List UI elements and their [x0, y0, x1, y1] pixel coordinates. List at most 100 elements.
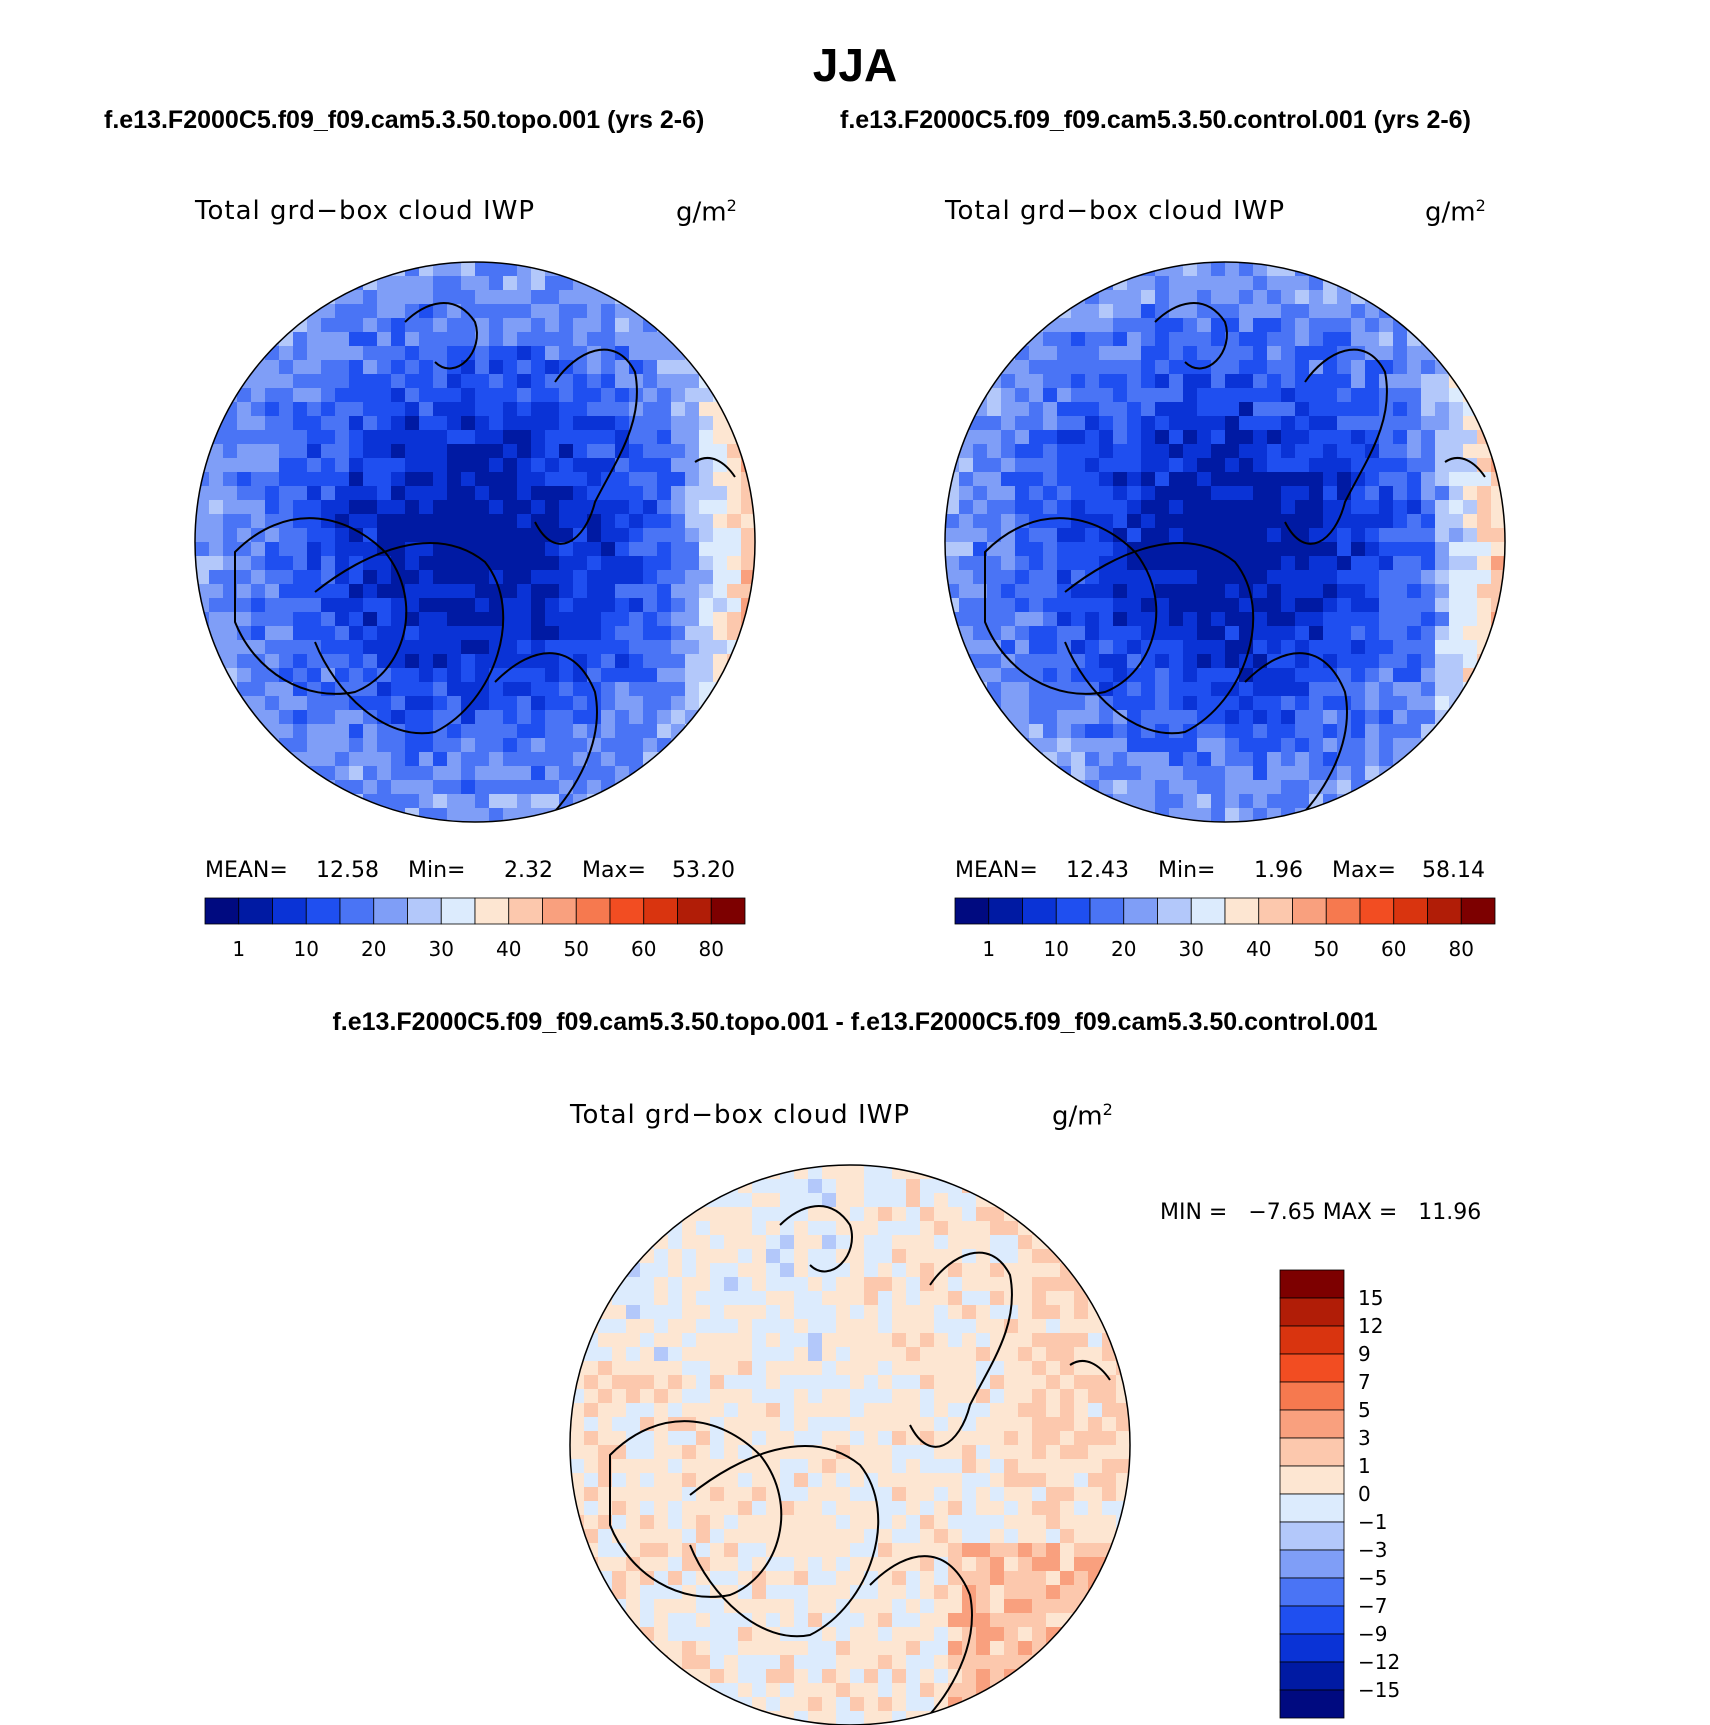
colorbar-swatch [1292, 897, 1327, 925]
colorbar-swatch [677, 897, 712, 925]
colorbar-swatch [1359, 897, 1395, 925]
colorbar-swatch [1279, 1633, 1345, 1663]
colorbar-tick-label: −12 [1358, 1650, 1400, 1674]
colorbar-swatch [542, 897, 577, 925]
panel-2-max-value: 58.14 [1422, 858, 1485, 883]
panel-2-run-title: f.e13.F2000C5.f09_f09.cam5.3.50.control.… [840, 106, 1471, 134]
map-boundary [944, 261, 1506, 823]
colorbar-swatch [575, 897, 611, 925]
colorbar-tick-label: 3 [1358, 1426, 1371, 1450]
colorbar-swatch [474, 897, 510, 925]
colorbar-swatch [1279, 1297, 1345, 1327]
colorbar-tick-label: 50 [1314, 937, 1339, 961]
panel-2-units: g/m2 [1425, 196, 1486, 228]
panel-1-variable-label: Total grd−box cloud IWP [195, 196, 536, 226]
colorbar-tick-label: 80 [1449, 937, 1474, 961]
colorbar-tick-label: −5 [1358, 1566, 1387, 1590]
colorbar-tick-label: 12 [1358, 1314, 1383, 1338]
colorbar-swatch [1427, 897, 1462, 925]
colorbar-swatch [508, 897, 543, 925]
colorbar-tick-label: 5 [1358, 1398, 1371, 1422]
colorbar-tick-label: 0 [1358, 1482, 1371, 1506]
colorbar-tick-label: 15 [1358, 1286, 1383, 1310]
panel-1-min-value: 2.32 [504, 858, 553, 883]
panel-1-mean-value: 12.58 [316, 858, 379, 883]
coastlines [234, 302, 736, 822]
panel-1-colorbar: 1 10 20 30 40 50 60 80 [204, 897, 746, 961]
colorbar-tick-label: 30 [1179, 937, 1204, 961]
panel-1-units: g/m2 [676, 196, 737, 228]
colorbar-swatch [1224, 897, 1260, 925]
colorbar-tick-label: 20 [361, 937, 386, 961]
colorbar-tick-label: 10 [1044, 937, 1069, 961]
map-boundary [194, 261, 756, 823]
colorbar-tick-label: 10 [294, 937, 319, 961]
colorbar-tick-label: 9 [1358, 1342, 1371, 1366]
colorbar-swatch [238, 897, 273, 925]
colorbar-swatch [305, 897, 341, 925]
colorbar-tick-label: 1 [1358, 1454, 1371, 1478]
colorbar-swatch [1055, 897, 1091, 925]
colorbar-swatch [339, 897, 375, 925]
colorbar-swatch [1089, 897, 1125, 925]
difference-polar-map [569, 1164, 1131, 1725]
colorbar-tick-label: −15 [1358, 1678, 1400, 1702]
difference-units: g/m2 [1052, 1100, 1113, 1132]
colorbar-tick-label: −9 [1358, 1622, 1387, 1646]
colorbar-tick-label: 30 [429, 937, 454, 961]
panel-2-colorbar: 1 10 20 30 40 50 60 80 [954, 897, 1496, 961]
coastlines [984, 302, 1486, 822]
colorbar-swatch [954, 897, 990, 925]
colorbar-swatch [1279, 1465, 1345, 1495]
panel-2-mean-label: MEAN= [955, 858, 1038, 883]
colorbar-swatch [1279, 1661, 1345, 1691]
colorbar-swatch [1123, 897, 1158, 925]
colorbar-swatch [1279, 1605, 1345, 1635]
panel-2-max-label: Max= [1332, 858, 1396, 883]
colorbar-tick-label: 1 [982, 937, 995, 961]
colorbar-tick-label: 40 [496, 937, 521, 961]
colorbar-tick-label: −3 [1358, 1538, 1387, 1562]
colorbar-swatch [1279, 1381, 1345, 1411]
colorbar-tick-label: 60 [631, 937, 656, 961]
colorbar-swatch [204, 897, 240, 925]
panel-2-polar-map [944, 261, 1506, 823]
colorbar-swatch [1279, 1549, 1345, 1579]
colorbar-swatch [1258, 897, 1293, 925]
colorbar-tick-label: 50 [564, 937, 589, 961]
difference-variable-label: Total grd−box cloud IWP [570, 1100, 911, 1130]
colorbar-swatch [1279, 1521, 1345, 1551]
colorbar-swatch [1393, 897, 1428, 925]
colorbar-tick-label: 1 [232, 937, 245, 961]
colorbar-swatch [1279, 1269, 1345, 1299]
colorbar-swatch [1325, 897, 1361, 925]
colorbar-swatch [988, 897, 1023, 925]
panel-1-max-label: Max= [582, 858, 646, 883]
colorbar-tick-label: 20 [1111, 937, 1136, 961]
colorbar-swatch [1460, 897, 1496, 925]
colorbar-swatch [1157, 897, 1192, 925]
panel-2-mean-value: 12.43 [1066, 858, 1129, 883]
colorbar-swatch [1279, 1437, 1345, 1467]
coastlines [609, 1205, 1111, 1725]
difference-colorbar: 15 12 9 7 5 3 1 0 −1 −3 −5 −7 −9 −12 −15 [1279, 1269, 1400, 1719]
difference-title: f.e13.F2000C5.f09_f09.cam5.3.50.topo.001… [332, 1008, 1378, 1036]
colorbar-swatch [373, 897, 408, 925]
colorbar-tick-label: 80 [699, 937, 724, 961]
colorbar-swatch [1022, 897, 1057, 925]
colorbar-swatch [272, 897, 307, 925]
colorbar-swatch [643, 897, 678, 925]
colorbar-swatch [1279, 1689, 1345, 1719]
colorbar-tick-label: 7 [1358, 1370, 1371, 1394]
panel-1-run-title: f.e13.F2000C5.f09_f09.cam5.3.50.topo.001… [104, 106, 705, 134]
colorbar-swatch [609, 897, 645, 925]
difference-minmax: MIN = −7.65 MAX = 11.96 [1160, 1200, 1482, 1225]
map-boundary [569, 1164, 1131, 1725]
panel-2-variable-label: Total grd−box cloud IWP [945, 196, 1286, 226]
colorbar-tick-label: 60 [1381, 937, 1406, 961]
figure-title: JJA [812, 39, 898, 91]
panel-2-min-value: 1.96 [1254, 858, 1303, 883]
panel-1-polar-map [194, 261, 756, 823]
panel-1-min-label: Min= [408, 858, 466, 883]
colorbar-swatch [1190, 897, 1226, 925]
